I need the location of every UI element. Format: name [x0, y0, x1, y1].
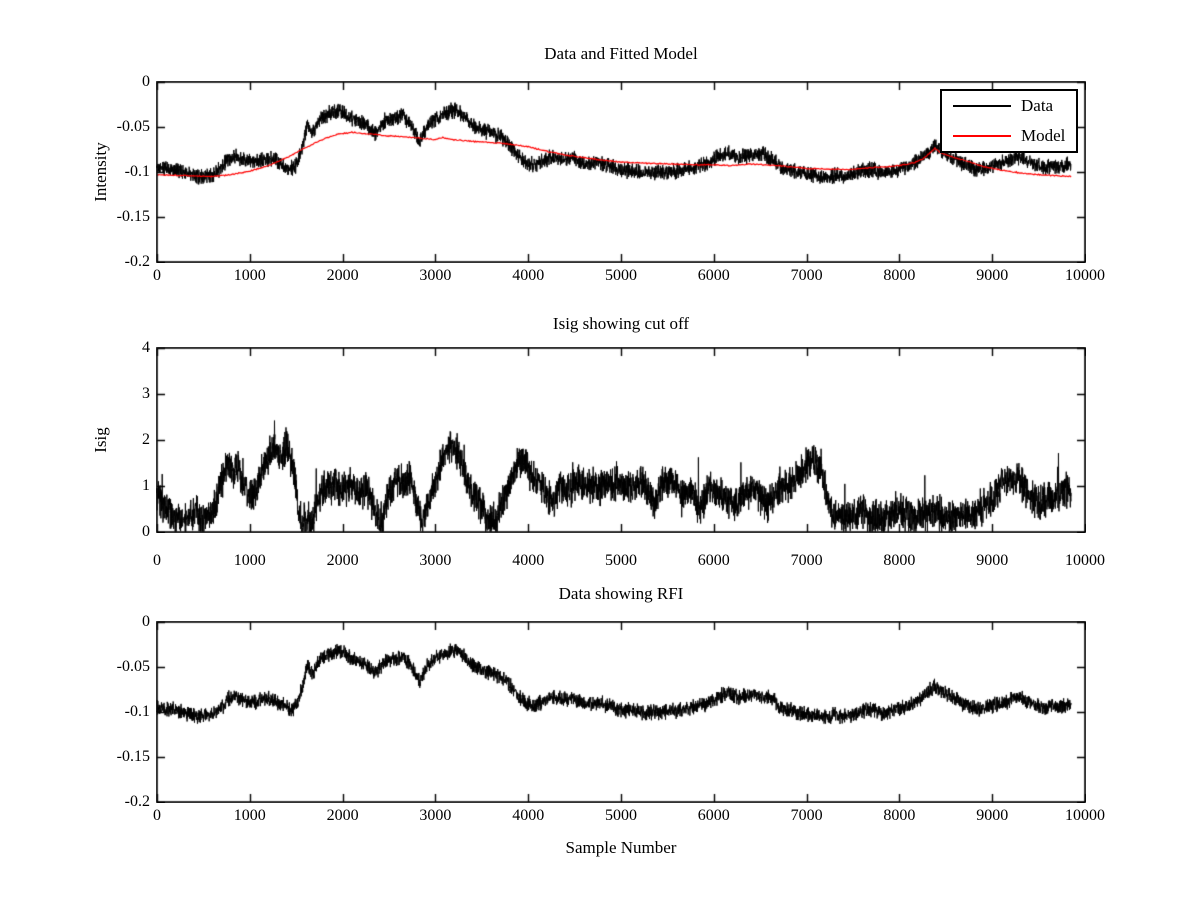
y-tick-label: -0.2 — [124, 793, 150, 810]
y-tick-label: -0.15 — [116, 748, 150, 765]
legend-line-sample-model — [953, 134, 1011, 137]
subplot-middle-title: Isig showing cut off — [552, 314, 690, 333]
x-tick-label: 2000 — [326, 552, 359, 569]
legend: Data Model — [940, 89, 1078, 153]
x-tick-label: 10000 — [1065, 267, 1105, 284]
x-tick-label: 8000 — [883, 552, 916, 569]
y-tick-label: 0 — [142, 73, 150, 90]
x-tick-label: 0 — [153, 552, 161, 569]
x-tick-label: 1000 — [233, 267, 266, 284]
x-tick-label: 5000 — [605, 267, 637, 284]
y-tick-label: -0.2 — [124, 253, 150, 270]
x-tick-label: 0 — [153, 267, 161, 284]
subplot-bottom-plot-area — [156, 621, 1086, 803]
x-tick-label: 7000 — [790, 807, 823, 824]
legend-label-data: Data — [1021, 96, 1054, 116]
x-tick-label: 10000 — [1065, 807, 1105, 824]
x-tick-label: 4000 — [512, 807, 545, 824]
x-tick-label: 9000 — [976, 267, 1009, 284]
x-tick-label: 3000 — [419, 552, 452, 569]
y-tick-label: -0.1 — [124, 163, 150, 180]
legend-label-model: Model — [1021, 125, 1066, 145]
x-tick-label: 7000 — [790, 552, 823, 569]
x-tick-label: 4000 — [512, 552, 545, 569]
x-tick-label: 2000 — [326, 267, 359, 284]
subplot-bottom-title: Data showing RFI — [558, 584, 684, 603]
x-tick-label: 8000 — [883, 807, 916, 824]
y-tick-label: 4 — [142, 339, 150, 356]
x-tick-label: 0 — [153, 807, 161, 824]
x-tick-label: 6000 — [697, 267, 730, 284]
y-tick-label: 3 — [142, 385, 150, 402]
subplot-top-plot-area — [156, 81, 1086, 263]
x-tick-label: 5000 — [605, 552, 637, 569]
legend-entry-model: Model — [942, 122, 1076, 150]
x-tick-label: 1000 — [233, 807, 266, 824]
x-tick-label: 1000 — [233, 552, 266, 569]
subplot-top-title: Data and Fitted Model — [544, 44, 698, 63]
y-tick-label: -0.05 — [116, 118, 150, 135]
x-tick-label: 9000 — [976, 807, 1009, 824]
y-tick-label: 0 — [142, 613, 150, 630]
x-tick-label: 9000 — [976, 552, 1009, 569]
x-tick-label: 2000 — [326, 807, 359, 824]
legend-entry-data: Data — [942, 92, 1076, 120]
x-tick-label: 10000 — [1065, 552, 1105, 569]
x-tick-label: 5000 — [605, 807, 637, 824]
subplot-middle-plot-area — [156, 347, 1086, 533]
y-tick-label: 2 — [142, 431, 150, 448]
x-tick-label: 4000 — [512, 267, 545, 284]
y-tick-label: -0.1 — [124, 703, 150, 720]
x-tick-label: 3000 — [419, 807, 452, 824]
y-tick-label: 1 — [142, 477, 150, 494]
y-tick-label: -0.05 — [116, 658, 150, 675]
x-tick-label: 3000 — [419, 267, 452, 284]
legend-line-sample-data — [953, 105, 1011, 108]
x-tick-label: 6000 — [697, 552, 730, 569]
x-tick-label: 8000 — [883, 267, 916, 284]
x-axis-label: Sample Number — [565, 838, 677, 857]
x-tick-label: 7000 — [790, 267, 823, 284]
y-tick-label: -0.15 — [116, 208, 150, 225]
y-tick-label: 0 — [142, 523, 150, 540]
x-tick-label: 6000 — [697, 807, 730, 824]
